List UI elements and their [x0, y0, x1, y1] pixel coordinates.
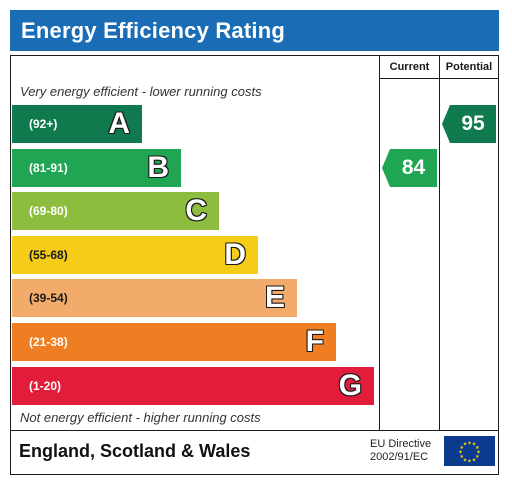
eu-directive-line-2: 2002/91/EC — [370, 451, 429, 463]
eu-directive-line-1: EU Directive — [370, 438, 432, 450]
header-divider — [379, 78, 498, 79]
band-a: (92+) A — [12, 105, 142, 143]
band-b-letter: B — [147, 151, 169, 184]
band-c-letter: C — [185, 194, 207, 227]
band-g: (1-20) G — [12, 367, 374, 405]
eu-star-icon: ★ — [475, 445, 480, 451]
potential-column-header: Potential — [445, 61, 493, 73]
eu-star-icon: ★ — [463, 442, 468, 448]
potential-column-divider — [439, 56, 440, 431]
band-d: (55-68) D — [12, 236, 258, 274]
footer-divider — [11, 430, 498, 431]
eu-star-icon: ★ — [459, 454, 464, 460]
band-d-range: (55-68) — [29, 248, 68, 262]
current-column-divider — [379, 56, 380, 431]
eu-stars-icon: ★★★★★★★★★ ★ ★★ — [458, 441, 481, 465]
potential-rating-arrow: 95 — [442, 105, 496, 143]
band-f-range: (21-38) — [29, 335, 68, 349]
band-c: (69-80) C — [12, 192, 219, 230]
band-a-range: (92+) — [29, 117, 58, 131]
band-g-range: (1-20) — [29, 379, 62, 393]
band-f: (21-38) F — [12, 323, 336, 361]
band-e: (39-54) E — [12, 279, 297, 317]
eu-flag-icon: ★ ★ ★ ★ ★ ★ ★ ★ ★ ★ ★ ★ — [444, 436, 495, 466]
eu-star-icon: ★ — [467, 441, 472, 447]
current-column-header: Current — [389, 61, 430, 73]
current-rating-arrow: 84 — [382, 149, 437, 187]
rating-frame: Current Potential Very energy efficient … — [10, 55, 499, 475]
title-bar: Energy Efficiency Rating — [10, 10, 499, 51]
eu-star-icon: ★ — [476, 450, 481, 456]
chart-title: Energy Efficiency Rating — [21, 18, 285, 43]
bottom-note: Not energy efficient - higher running co… — [20, 410, 261, 425]
eu-star-icon: ★ — [467, 459, 472, 465]
current-rating-arrow-value: 84 — [401, 156, 426, 179]
band-a-letter: A — [108, 107, 130, 140]
eu-star-icon: ★ — [472, 457, 477, 463]
band-e-letter: E — [264, 281, 285, 314]
region-label: England, Scotland & Wales — [19, 441, 251, 461]
potential-rating-arrow-value: 95 — [461, 112, 485, 135]
eu-star-icon: ★ — [459, 445, 464, 451]
band-c-range: (69-80) — [29, 204, 68, 218]
eu-star-icon: ★ — [458, 450, 463, 456]
eu-star-icon: ★ — [463, 457, 468, 463]
band-g-letter: G — [338, 369, 362, 402]
band-b: (81-91) B — [12, 149, 181, 187]
band-f-letter: F — [305, 325, 324, 358]
band-e-range: (39-54) — [29, 291, 68, 305]
band-d-letter: D — [224, 238, 246, 271]
top-note: Very energy efficient - lower running co… — [20, 84, 262, 99]
eu-directive-text: EU Directive 2002/91/EC — [370, 438, 431, 464]
band-b-range: (81-91) — [29, 161, 68, 175]
eu-star-icon: ★ — [475, 454, 480, 460]
eu-star-icon: ★ — [472, 442, 477, 448]
